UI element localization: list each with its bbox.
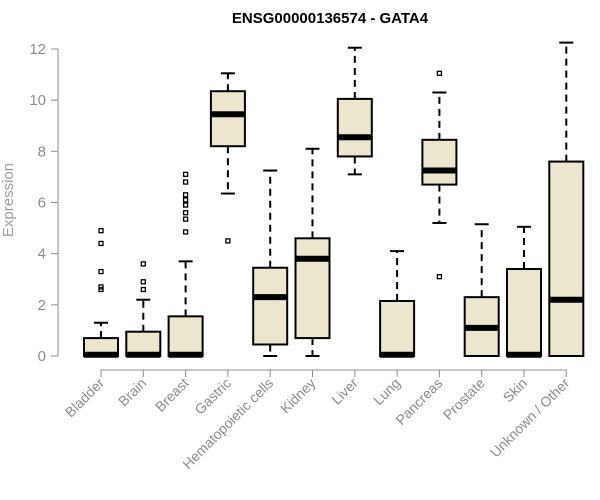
x-tick-label-brain: Brain [115,375,149,409]
y-tick-label-10: 10 [29,92,46,109]
outlier-point [98,227,104,234]
box-hematopoietic-cells [252,169,289,357]
y-axis-label: Expression [0,163,17,237]
outlier-point [98,240,104,247]
y-tick-label-8: 8 [38,143,46,160]
chart-title: ENSG00000136574 - GATA4 [232,10,429,27]
outlier-point [225,238,231,244]
y-tick-label-4: 4 [38,246,46,263]
outlier-point [182,197,189,203]
y-axis: 0 2 4 6 8 10 12 [29,41,59,365]
outlier-point [98,284,104,290]
box-lung [379,250,416,358]
x-tick-label-pancreas: Pancreas [392,375,445,428]
box-bladder [83,227,119,358]
box-unknown-other [548,41,585,357]
outlier-point [182,192,189,198]
outlier-point [436,70,443,76]
box-body [379,299,416,357]
y-tick-label-6: 6 [38,195,46,212]
x-tick-label-lung: Lung [370,375,403,408]
box-body [209,90,246,148]
box-brain [125,261,162,358]
box-prostate [463,223,500,357]
box-body [252,266,289,346]
outlier-point [182,202,189,208]
x-tick-label-bladder: Bladder [62,375,108,421]
box-body [421,138,458,186]
box-body [294,237,331,340]
y-tick-label-12: 12 [29,41,46,58]
outlier-point [182,171,189,178]
box-kidney [294,147,331,357]
box-skin [506,225,542,358]
box-body [167,315,204,357]
box-body [548,160,585,357]
x-tick-label-unknown-other: Unknown / Other [487,375,573,461]
box-breast [167,171,204,358]
x-tick-label-breast: Breast [152,375,192,415]
outlier-point [140,261,146,267]
outlier-point [140,279,146,285]
box-liver [336,46,373,176]
box-body [506,268,542,357]
outlier-point [98,268,104,275]
plot-area [83,41,585,358]
box-pancreas [421,70,458,280]
y-tick-label-0: 0 [38,348,46,365]
y-tick-label-2: 2 [38,297,46,314]
x-tick-label-prostate: Prostate [440,375,488,423]
outlier-point [140,286,146,293]
x-tick-label-kidney: Kidney [277,375,319,417]
box-gastric [209,72,246,244]
x-tick-label-skin: Skin [500,375,531,406]
outlier-point [182,210,189,216]
outlier-point [436,274,443,280]
x-tick-label-liver: Liver [328,375,361,408]
outlier-point [182,216,189,222]
outlier-point [182,229,189,235]
outlier-point [182,179,189,185]
box-body [336,97,373,158]
